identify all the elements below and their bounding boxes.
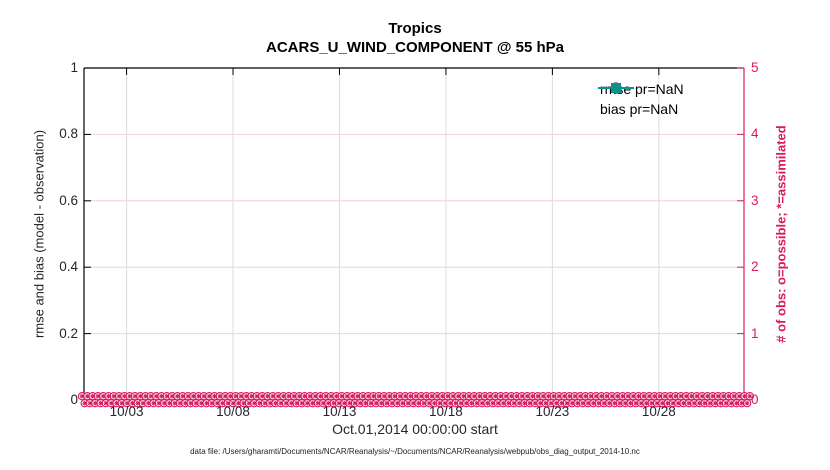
y-right-tick-label: 5: [751, 60, 759, 75]
y-axis-right-label: # of obs: o=possible; *=assimilated: [773, 125, 789, 343]
y-left-tick-label: 0.2: [59, 325, 78, 341]
y-right-tick-label: 2: [751, 259, 759, 275]
y-left-tick-label: 1: [70, 60, 78, 75]
y-right-tick-label: 4: [751, 126, 759, 142]
x-tick-label: 10/08: [216, 404, 250, 419]
chart-title: Tropics: [388, 20, 442, 37]
bias-square-marker-icon: [611, 83, 621, 93]
x-tick-label: 10/23: [535, 404, 570, 419]
x-tick-label: 10/03: [109, 404, 144, 419]
y-axis-left-label: rmse and bias (model - observation): [31, 129, 47, 339]
data-file-path: data file: /Users/gharamti/Documents/NCA…: [190, 447, 640, 456]
y-right-tick-label: 3: [751, 192, 759, 208]
y-left-tick-label: 0.4: [59, 259, 78, 275]
bias-marker-icon: [598, 83, 634, 93]
y-left-tick-label: 0.6: [59, 192, 78, 208]
x-tick-label: 10/28: [641, 404, 676, 419]
x-tick-label: 10/18: [429, 404, 463, 419]
y-left-tick-label: 0: [70, 392, 78, 407]
chart-subtitle: ACARS_U_WIND_COMPONENT @ 55 hPa: [265, 39, 564, 56]
y-left-tick-label: 0.8: [59, 126, 78, 142]
obs-assimilated-asterisk-markers: [79, 393, 753, 406]
legend: rmse pr=NaN bias pr=NaN: [597, 79, 684, 119]
legend-item-bias: bias pr=NaN: [597, 83, 684, 119]
legend-label-bias: bias pr=NaN: [600, 101, 679, 117]
y-right-tick-label: 1: [751, 325, 759, 341]
obs-count-markers: [77, 392, 754, 408]
x-tick-label: 10/13: [322, 404, 357, 419]
y-right-tick-label: 0: [751, 392, 759, 407]
x-axis-label: Oct.01,2014 00:00:00 start: [332, 421, 498, 437]
